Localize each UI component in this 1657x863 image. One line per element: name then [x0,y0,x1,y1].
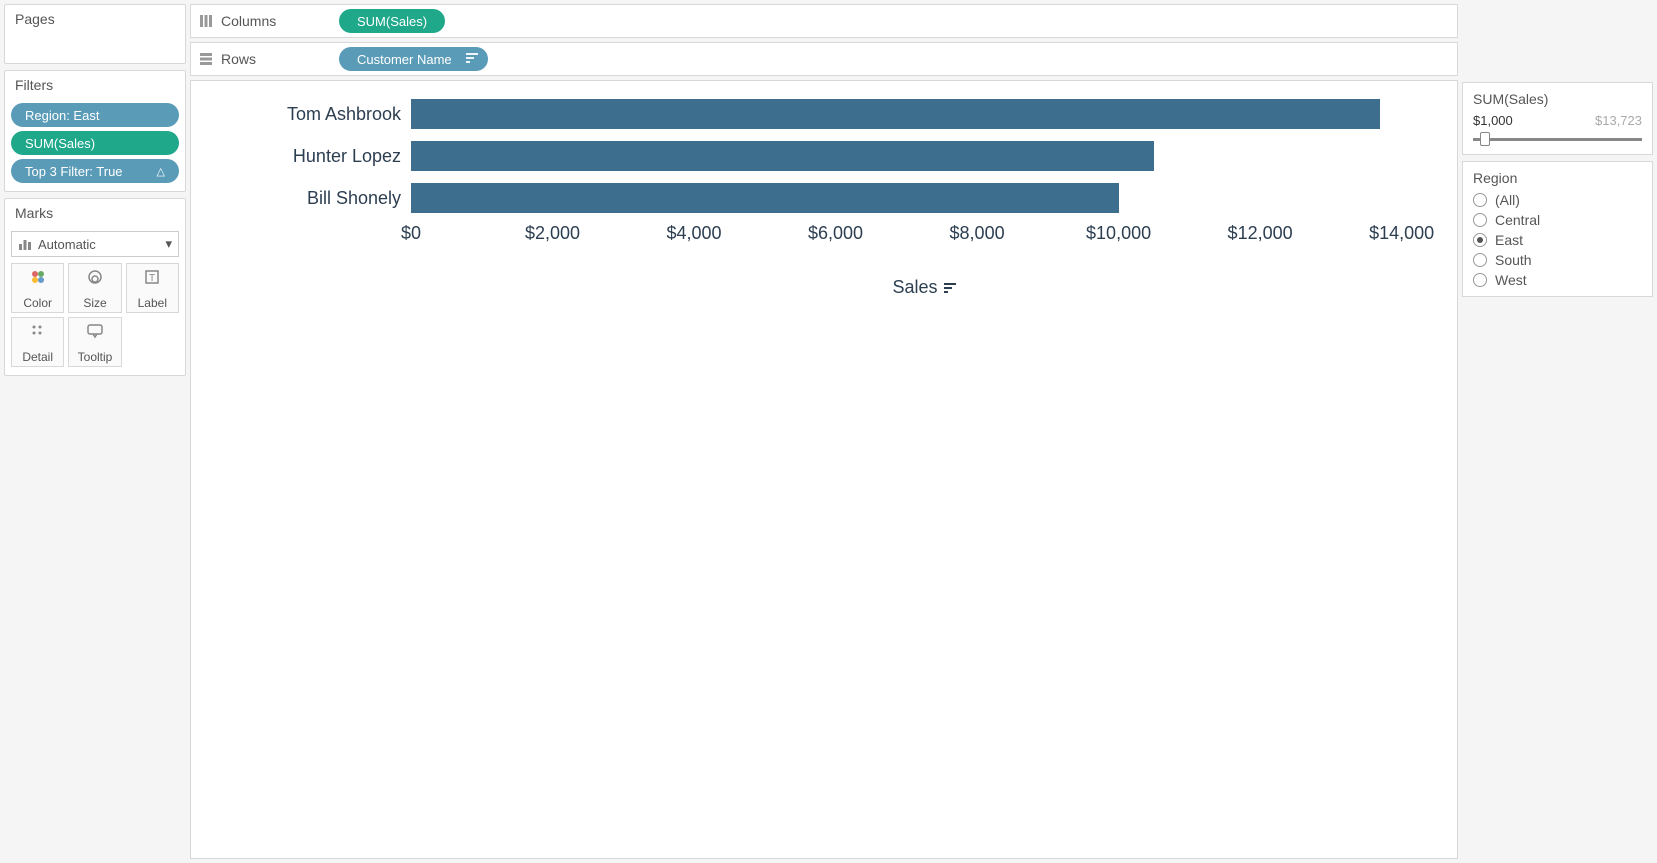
mark-card-detail[interactable]: Detail [11,317,64,367]
sum-sales-slider[interactable] [1473,132,1642,146]
rows-shelf[interactable]: Rows Customer Name [190,42,1458,76]
row-label: Tom Ashbrook [211,104,411,125]
filters-label: Filters [5,71,185,99]
row-label: Hunter Lopez [211,146,411,167]
bar[interactable] [411,183,1119,213]
sum-sales-title: SUM(Sales) [1473,91,1642,107]
x-tick: $2,000 [525,223,580,244]
filter-pill-0[interactable]: Region: East [11,103,179,127]
columns-icon [199,14,213,28]
chart-row: Tom Ashbrook [211,93,1437,135]
bar[interactable] [411,99,1380,129]
slider-thumb[interactable] [1480,132,1490,146]
sum-sales-filter-card: SUM(Sales) $1,000 $13,723 [1462,82,1653,155]
pages-label: Pages [5,5,185,33]
region-option-east[interactable]: East [1473,232,1642,248]
bar-icon [18,237,32,251]
region-option-all[interactable]: (All) [1473,192,1642,208]
chevron-down-icon: ▾ [165,236,172,252]
region-filter-card: Region (All) Central East South West [1462,161,1653,297]
filter-pill-2[interactable]: Top 3 Filter: True△ [11,159,179,183]
radio-icon [1473,273,1487,287]
rows-icon [199,52,213,66]
warning-icon: △ [157,165,165,178]
range-max: $13,723 [1595,113,1642,128]
marks-type-value: Automatic [38,237,96,252]
filters-shelf: Filters Region: East SUM(Sales) Top 3 Filt… [4,70,186,192]
radio-icon [1473,193,1487,207]
region-option-central[interactable]: Central [1473,212,1642,228]
sort-desc-icon [944,277,956,298]
radio-icon [1473,213,1487,227]
rows-label: Rows [221,51,256,67]
viz-canvas[interactable]: Tom Ashbrook Hunter Lopez Bill Shonely $0 $2… [190,80,1458,859]
x-axis-title: Sales [411,277,1437,298]
x-tick: $0 [401,223,421,244]
x-tick: $8,000 [950,223,1005,244]
region-option-south[interactable]: South [1473,252,1642,268]
mark-card-label[interactable]: TLabel [126,263,179,313]
rows-pill[interactable]: Customer Name [339,47,488,71]
columns-label: Columns [221,13,276,29]
label-icon: T [144,269,160,292]
columns-pill[interactable]: SUM(Sales) [339,9,445,33]
x-tick: $14,000 [1369,223,1434,244]
sort-desc-icon [466,53,478,66]
chart-row: Bill Shonely [211,177,1437,219]
filter-pill-1[interactable]: SUM(Sales) [11,131,179,155]
radio-icon [1473,253,1487,267]
region-option-west[interactable]: West [1473,272,1642,288]
x-tick: $6,000 [808,223,863,244]
x-axis: $0$2,000$4,000$6,000$8,000$10,000$12,000… [411,219,1437,249]
size-icon [86,269,104,292]
x-tick: $10,000 [1086,223,1151,244]
detail-icon [30,323,46,346]
mark-card-size[interactable]: Size [68,263,121,313]
x-tick: $12,000 [1228,223,1293,244]
tooltip-icon [86,323,104,346]
marks-card: Marks Automatic ▾ ColorSizeTLabelDetailT… [4,198,186,376]
radio-icon [1473,233,1487,247]
mark-card-color[interactable]: Color [11,263,64,313]
marks-type-select[interactable]: Automatic ▾ [11,231,179,257]
region-title: Region [1473,170,1642,186]
svg-text:T: T [149,273,155,284]
pages-shelf[interactable]: Pages [4,4,186,64]
columns-shelf[interactable]: Columns SUM(Sales) [190,4,1458,38]
mark-card-tooltip[interactable]: Tooltip [68,317,121,367]
chart-row: Hunter Lopez [211,135,1437,177]
row-label: Bill Shonely [211,188,411,209]
x-tick: $4,000 [667,223,722,244]
range-min: $1,000 [1473,113,1513,128]
color-icon [30,269,46,292]
marks-label: Marks [5,199,185,227]
bar[interactable] [411,141,1154,171]
